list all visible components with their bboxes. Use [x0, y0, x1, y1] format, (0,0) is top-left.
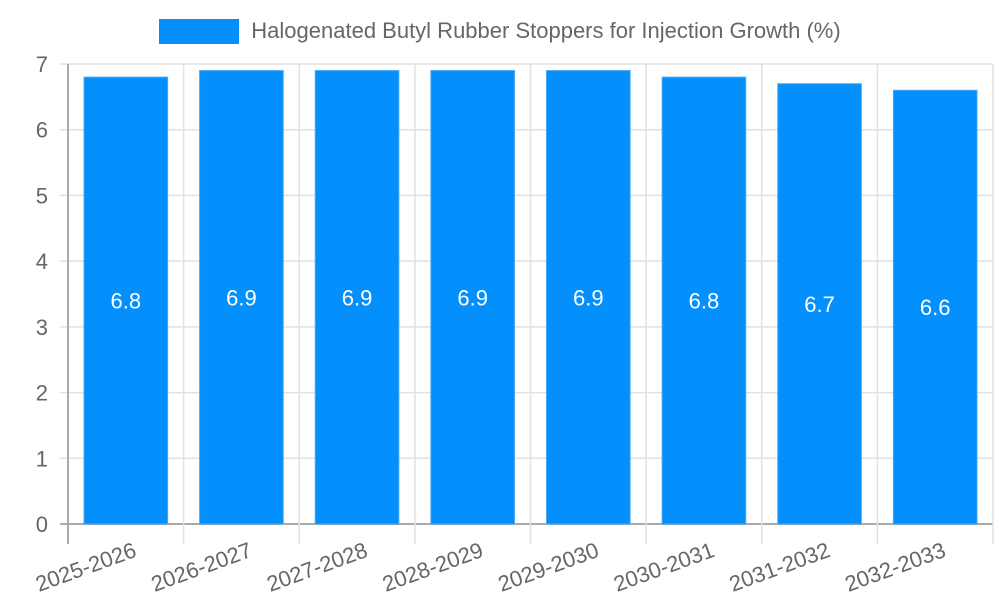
- chart-legend: Halogenated Butyl Rubber Stoppers for In…: [0, 18, 1000, 44]
- x-tick-label: 2031-2032: [726, 537, 833, 596]
- bar[interactable]: [892, 89, 978, 525]
- x-tick-label: 2026-2027: [148, 537, 255, 596]
- bar[interactable]: [83, 76, 169, 525]
- x-tick-label: 2025-2026: [32, 537, 139, 596]
- bar-value-label: 6.9: [226, 285, 257, 310]
- bar[interactable]: [314, 70, 400, 525]
- bar[interactable]: [661, 76, 747, 525]
- x-axis: 2025-2026 2026-2027 2027-2028 2028-2029 2029…: [32, 537, 949, 596]
- y-tick-label: 4: [36, 249, 48, 274]
- bar-value-label: 6.8: [111, 289, 142, 314]
- legend-label: Halogenated Butyl Rubber Stoppers for In…: [251, 18, 841, 43]
- x-tick-label: 2029-2030: [495, 537, 602, 596]
- y-tick-label: 1: [36, 446, 48, 471]
- bar[interactable]: [777, 83, 862, 525]
- bar[interactable]: [430, 70, 515, 525]
- x-tick-label: 2028-2029: [379, 537, 486, 596]
- x-tick-label: 2032-2033: [841, 537, 948, 596]
- bar[interactable]: [546, 70, 631, 525]
- bar-value-label: 6.8: [689, 289, 720, 314]
- bar-value-label: 6.6: [920, 295, 951, 320]
- y-tick-label: 5: [36, 183, 48, 208]
- y-axis: 0 1 2 3 4 5 6 7: [36, 52, 48, 537]
- y-tick-label: 6: [36, 118, 48, 143]
- bar-value-label: 6.9: [457, 285, 488, 310]
- x-tick-label: 2027-2028: [263, 537, 370, 596]
- bar-value-label: 6.9: [342, 285, 373, 310]
- x-tick-label: 2030-2031: [610, 537, 717, 596]
- y-tick-label: 7: [36, 52, 48, 77]
- y-tick-label: 0: [36, 512, 48, 537]
- bar-value-label: 6.9: [573, 285, 604, 310]
- legend-swatch[interactable]: [159, 18, 240, 44]
- y-tick-label: 2: [36, 381, 48, 406]
- bar-value-label: 6.7: [804, 292, 835, 317]
- bar[interactable]: [199, 70, 284, 525]
- y-tick-label: 3: [36, 315, 48, 340]
- bars: 6.8 6.9 6.9 6.9 6.9 6.8 6.7 6.6: [83, 70, 978, 525]
